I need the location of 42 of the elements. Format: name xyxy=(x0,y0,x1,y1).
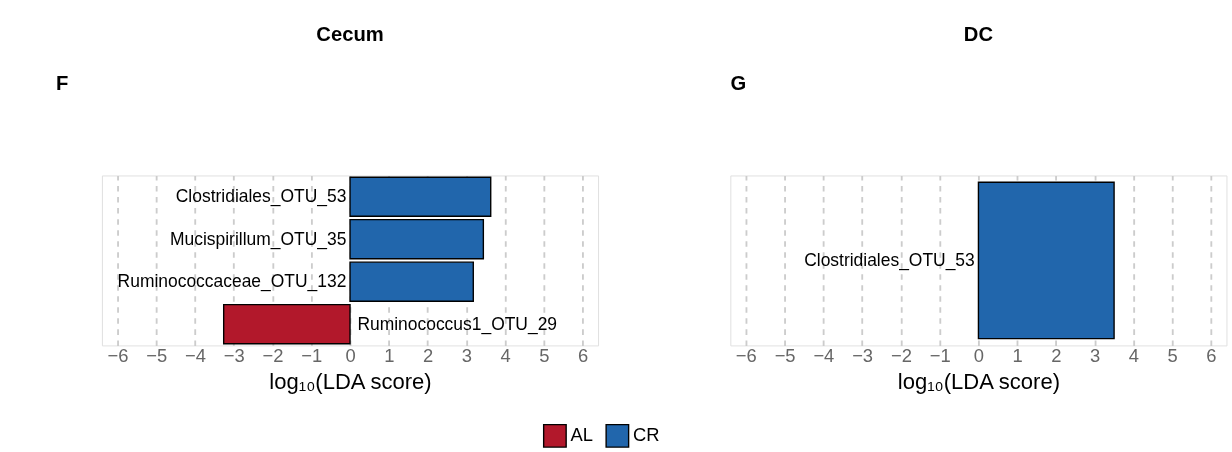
text: F xyxy=(56,72,69,95)
x-tick-label: 6 xyxy=(577,345,589,367)
x-tick-label: 5 xyxy=(539,345,550,367)
x-axis-title: log₁₀(LDA score) xyxy=(897,369,1061,395)
x-tick-label: 2 xyxy=(1051,345,1062,367)
x-tick-label: 1 xyxy=(384,345,395,367)
x-tick-label: 6 xyxy=(1206,345,1217,367)
category-label: Ruminococcus1_OTU_29 xyxy=(357,313,558,334)
x-tick-label: −1 xyxy=(301,345,323,367)
category-label: Clostridiales_OTU_53 xyxy=(175,186,347,207)
text: G xyxy=(730,72,747,95)
bar xyxy=(349,261,474,302)
x-tick-label: 3 xyxy=(461,345,472,367)
x-tick-label: −2 xyxy=(890,345,912,367)
chart-title: Cecum xyxy=(316,23,384,46)
bar xyxy=(222,303,351,345)
x-tick-label: 2 xyxy=(422,345,434,367)
x-tick-label: 0 xyxy=(973,345,984,367)
bar xyxy=(349,176,492,217)
x-tick-label: −3 xyxy=(223,345,245,367)
bar xyxy=(349,218,485,260)
x-tick-label: 1 xyxy=(1012,345,1023,367)
x-tick-label: 3 xyxy=(1090,345,1101,367)
x-tick-label: −4 xyxy=(813,345,835,367)
category-label: Mucispirillum_OTU_35 xyxy=(170,228,347,249)
x-tick-label: −1 xyxy=(929,345,951,367)
x-axis-title: log₁₀(LDA score) xyxy=(269,369,432,395)
x-tick-label: −6 xyxy=(735,345,757,367)
x-tick-label: 4 xyxy=(500,345,511,367)
x-tick-label: −2 xyxy=(262,345,284,367)
x-tick-label: 5 xyxy=(1167,345,1178,367)
legend-label: AL xyxy=(570,424,593,446)
x-tick-label: −3 xyxy=(852,345,874,367)
x-tick-label: −5 xyxy=(774,345,796,367)
category-label: Ruminococcaceae_OTU_132 xyxy=(117,271,347,292)
x-tick-label: 4 xyxy=(1128,345,1140,367)
x-tick-label: −4 xyxy=(184,345,206,367)
x-tick-label: 0 xyxy=(345,345,356,367)
chart-title: DC xyxy=(963,23,994,46)
x-tick-label: −5 xyxy=(146,345,168,367)
x-tick-label: −6 xyxy=(107,345,129,367)
legend-label: CR xyxy=(633,424,660,446)
